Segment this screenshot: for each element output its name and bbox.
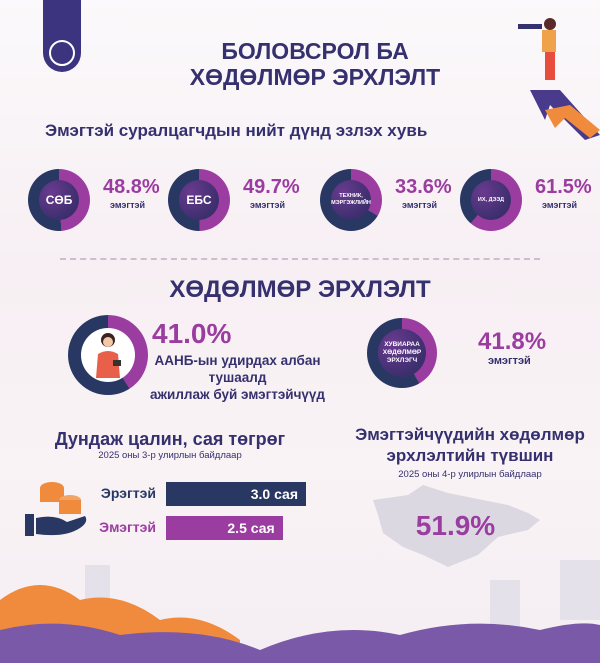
- title-line-1: БОЛОВСРОЛ БА: [221, 38, 409, 64]
- salary-bar: 3.0 сая: [166, 482, 306, 506]
- education-donut: ЕБС: [168, 169, 230, 231]
- education-caption: эмэгтэй: [402, 200, 438, 210]
- managers-desc-1: ААНБ-ын удирдах албан тушаалд: [154, 353, 321, 385]
- salary-bar: 2.5 сая: [166, 516, 283, 540]
- self-employed-donut: ХУВИАРАА ХӨДӨЛМӨР ЭРХЛЭГЧ: [367, 318, 437, 388]
- participation-title-1: Эмэгтэйчүүдийн хөдөлмөр: [355, 425, 585, 444]
- salary-label: Эмэгтэй: [99, 519, 156, 535]
- donut-label: ЕБС: [179, 180, 219, 220]
- managers-donut: [68, 315, 148, 395]
- managers-desc-2: ажиллаж буй эмэгтэйчүүд: [149, 387, 326, 402]
- salary-label: Эрэгтэй: [100, 485, 156, 501]
- participation-percent: 51.9%: [415, 510, 496, 541]
- education-percent: 61.5%: [535, 176, 592, 198]
- managers-percent: 41.0%: [152, 318, 232, 349]
- participation-subtitle: 2025 оны 4-р улирлын байдлаар: [398, 469, 542, 480]
- education-percent: 33.6%: [395, 176, 452, 198]
- landscape-decoration: [0, 560, 600, 663]
- title-line-2: ХӨДӨЛМӨР ЭРХЛЭЛТ: [189, 64, 441, 90]
- businesswoman-icon: [81, 328, 135, 382]
- self-employed-percent: 41.8%: [478, 328, 547, 355]
- education-donut: ИХ, ДЭЭД: [460, 169, 522, 231]
- logo: [43, 0, 81, 72]
- salary-subtitle: 2025 оны 3-р улирлын байдлаар: [98, 450, 242, 461]
- coins-hand-icon: [25, 482, 87, 536]
- mongolia-map-icon: [373, 485, 540, 567]
- education-subtitle: Эмэгтэй суралцагчдын нийт дүнд эзлэх хув…: [45, 121, 428, 140]
- employment-title: ХӨДӨЛМӨР ЭРХЛЭЛТ: [169, 276, 431, 303]
- education-percent: 48.8%: [103, 176, 160, 198]
- donut-label: ТЕХНИК, МЭРГЭЖЛИЙН: [331, 180, 371, 220]
- donut-label: ИХ, ДЭЭД: [471, 180, 511, 220]
- page-title: БОЛОВСРОЛ БА ХӨДӨЛМӨР ЭРХЛЭЛТ: [150, 38, 480, 90]
- telescope-woman-arrow-icon: [518, 18, 600, 140]
- education-caption: эмэгтэй: [250, 200, 286, 210]
- education-donut: СӨБ: [28, 169, 90, 231]
- education-donut: ТЕХНИК, МЭРГЭЖЛИЙН: [320, 169, 382, 231]
- education-percent: 49.7%: [243, 176, 300, 198]
- salary-title: Дундаж цалин, сая төгрөг: [54, 429, 286, 449]
- participation-title-2: эрхлэлтийн түвшин: [386, 446, 554, 465]
- education-caption: эмэгтэй: [110, 200, 146, 210]
- self-employed-caption: эмэгтэй: [488, 355, 531, 367]
- donut-label: СӨБ: [39, 180, 79, 220]
- self-employed-label: ХУВИАРАА ХӨДӨЛМӨР ЭРХЛЭГЧ: [378, 329, 426, 377]
- divider: [60, 258, 540, 260]
- education-caption: эмэгтэй: [542, 200, 578, 210]
